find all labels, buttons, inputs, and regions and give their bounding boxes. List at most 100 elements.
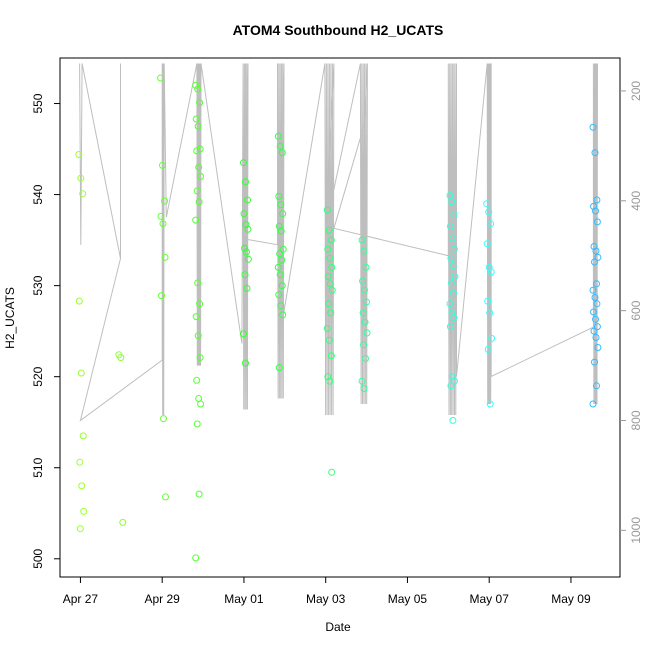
data-point	[327, 236, 335, 244]
data-point	[328, 263, 336, 271]
data-point	[446, 222, 454, 230]
data-point	[484, 297, 492, 305]
data-point	[276, 250, 284, 258]
data-point	[591, 294, 599, 301]
y-tick-label: 510	[31, 457, 45, 477]
data-point	[325, 226, 333, 234]
data-point	[592, 247, 600, 255]
data-point	[483, 200, 491, 208]
data-point	[483, 240, 491, 248]
altitude-line	[79, 63, 598, 422]
data-point	[362, 263, 370, 271]
data-point	[358, 236, 366, 244]
data-point	[358, 377, 366, 385]
data-point	[591, 358, 598, 366]
data-point	[449, 416, 457, 424]
data-point	[192, 313, 200, 321]
data-point	[278, 149, 286, 157]
data-point	[360, 341, 367, 349]
data-point	[323, 206, 331, 214]
data-point	[242, 178, 249, 186]
data-point	[277, 201, 285, 209]
data-point	[486, 400, 494, 408]
data-point	[275, 222, 283, 230]
data-point	[593, 323, 601, 331]
data-point	[194, 332, 202, 340]
data-point	[278, 256, 286, 264]
data-point	[326, 280, 334, 288]
y-axis: 500 510 520 530 540 550	[31, 93, 60, 569]
data-point	[449, 262, 457, 270]
data-point	[362, 355, 369, 362]
data-point	[589, 286, 597, 294]
data-point	[326, 377, 334, 385]
data-point	[196, 99, 204, 107]
right-tick-label: 200	[629, 81, 643, 101]
right-axis: 200 400 600 800 1000	[620, 81, 643, 544]
data-point	[324, 373, 332, 381]
data-point	[279, 311, 287, 319]
data-point	[194, 85, 202, 93]
data-point	[450, 245, 458, 253]
data-point	[592, 334, 600, 341]
plot-area	[59, 57, 621, 578]
x-axis-label: Date	[325, 620, 351, 634]
data-point	[590, 327, 598, 335]
data-point	[324, 273, 332, 280]
data-point	[325, 300, 333, 308]
y-tick-label: 520	[31, 366, 45, 386]
data-point	[242, 359, 249, 367]
data-point	[591, 258, 598, 266]
data-point	[590, 243, 598, 250]
data-points	[75, 74, 602, 562]
data-point	[194, 279, 202, 287]
data-point	[240, 159, 247, 167]
data-point	[484, 345, 492, 353]
data-point	[360, 247, 368, 255]
data-point	[243, 284, 251, 292]
data-point	[327, 352, 335, 360]
data-point	[195, 198, 203, 206]
data-point	[447, 279, 455, 287]
data-point	[195, 490, 203, 498]
data-point	[194, 122, 202, 130]
x-tick-label: Apr 29	[145, 592, 181, 606]
data-point	[446, 323, 454, 331]
data-point	[591, 149, 599, 157]
data-point	[450, 377, 458, 385]
data-point	[160, 415, 167, 423]
data-point	[279, 210, 287, 218]
y-tick-label: 550	[31, 93, 45, 113]
data-point	[328, 286, 336, 294]
data-point	[594, 344, 602, 351]
data-point	[447, 382, 455, 390]
data-point	[244, 225, 252, 233]
data-point	[197, 172, 205, 180]
y-axis-label: H2_UCATS	[3, 287, 17, 349]
data-point	[361, 286, 368, 294]
data-point	[193, 147, 201, 155]
data-point	[196, 300, 204, 308]
data-point	[327, 309, 335, 317]
y-tick-label: 530	[31, 275, 45, 295]
data-point	[77, 174, 85, 182]
data-point	[488, 334, 496, 342]
data-point	[359, 277, 367, 285]
data-point	[361, 318, 369, 326]
data-point	[157, 74, 165, 82]
data-point	[593, 300, 601, 308]
data-point	[275, 291, 283, 299]
data-point	[274, 132, 282, 140]
data-point	[325, 336, 333, 344]
data-point	[193, 420, 201, 428]
data-point	[328, 468, 336, 476]
data-point	[192, 554, 200, 562]
data-point	[192, 216, 200, 224]
data-point	[79, 432, 87, 440]
data-point	[451, 273, 459, 280]
x-tick-label: May 03	[306, 592, 346, 606]
x-tick-label: May 09	[551, 592, 591, 606]
data-point	[592, 315, 599, 323]
data-point	[448, 373, 456, 381]
